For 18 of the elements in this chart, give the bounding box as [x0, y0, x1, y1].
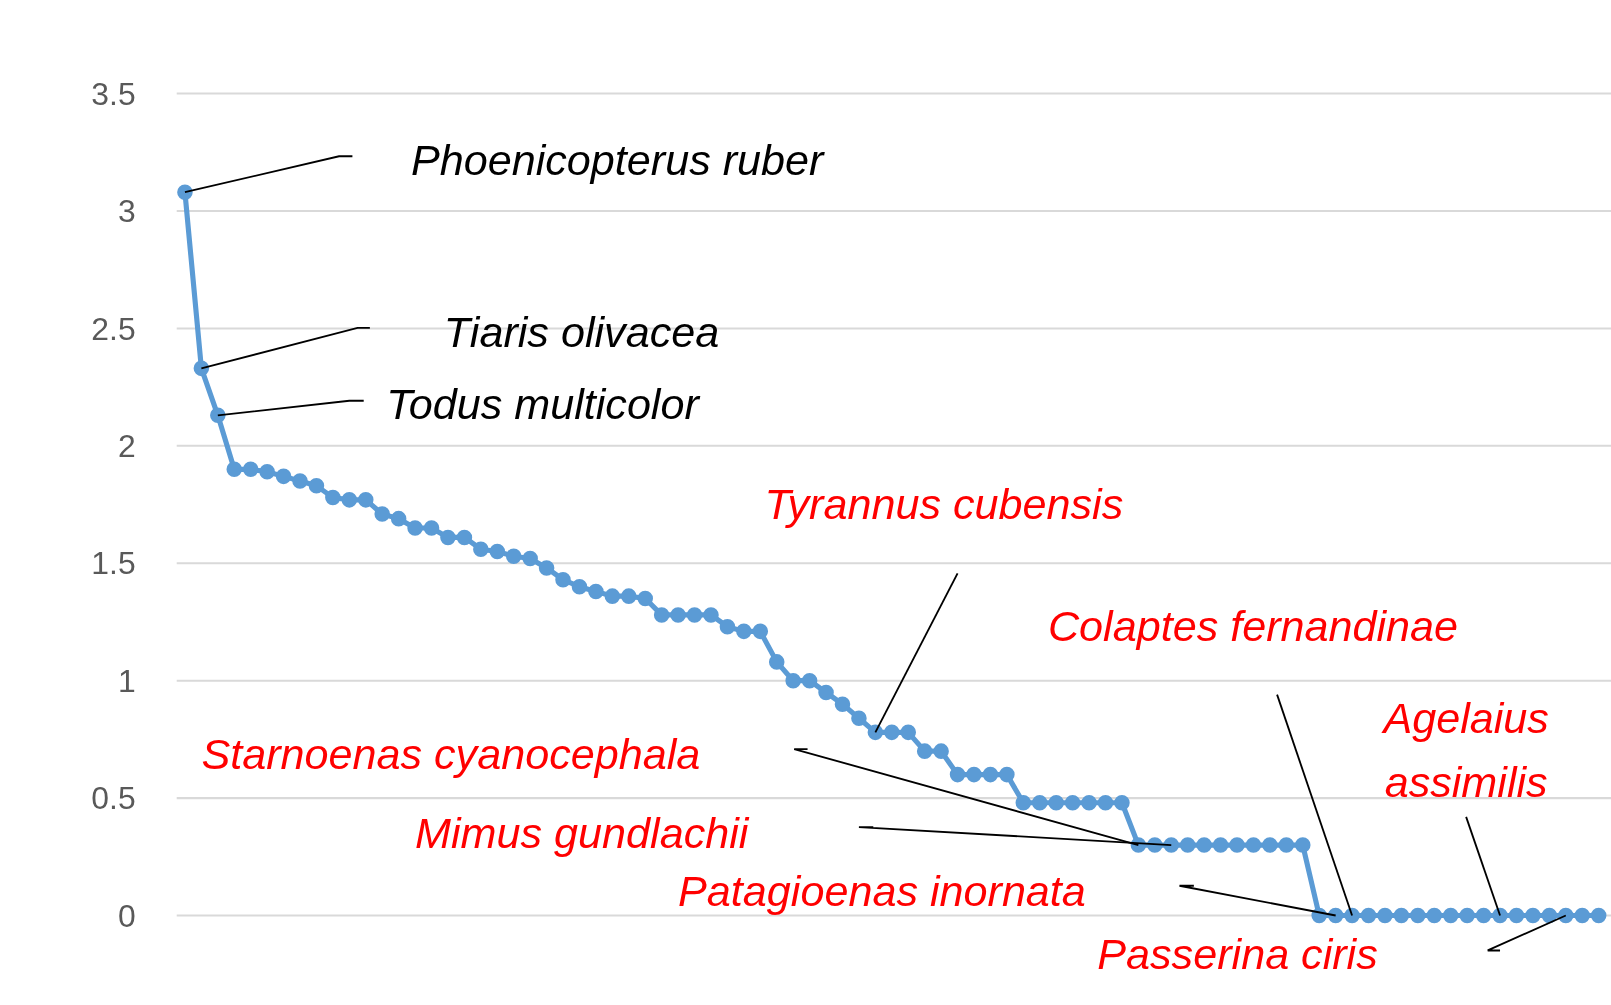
- y-tick-label: 1: [117, 662, 136, 699]
- annotation: Starnoenas cyanocephala: [201, 729, 701, 778]
- y-tick-label: 0: [117, 897, 136, 934]
- text: Passerina ciris: [1097, 929, 1378, 978]
- annotation: Phoenicopterus ruber: [410, 135, 826, 184]
- annotation: Agelaius assimilis: [1380, 693, 1549, 807]
- y-tick-label: 2: [117, 427, 136, 464]
- y-tick-label: 3: [117, 193, 136, 230]
- annotation: Tiaris olivacea: [443, 308, 720, 357]
- annotation: Tyrannus cubensis: [764, 479, 1124, 528]
- annotation: Patagioenas inornata: [678, 867, 1086, 916]
- y-tick-label: 0.5: [91, 780, 136, 817]
- y-tick-label: 1.5: [91, 545, 136, 582]
- y-tick-label: 3.5: [91, 75, 136, 112]
- annotation: Todus multicolor: [386, 380, 701, 429]
- y-tick-label: 2.5: [91, 310, 136, 347]
- annotation: Colaptes fernandinae: [1047, 602, 1459, 651]
- annotation: Mimus gundlachii: [415, 808, 750, 857]
